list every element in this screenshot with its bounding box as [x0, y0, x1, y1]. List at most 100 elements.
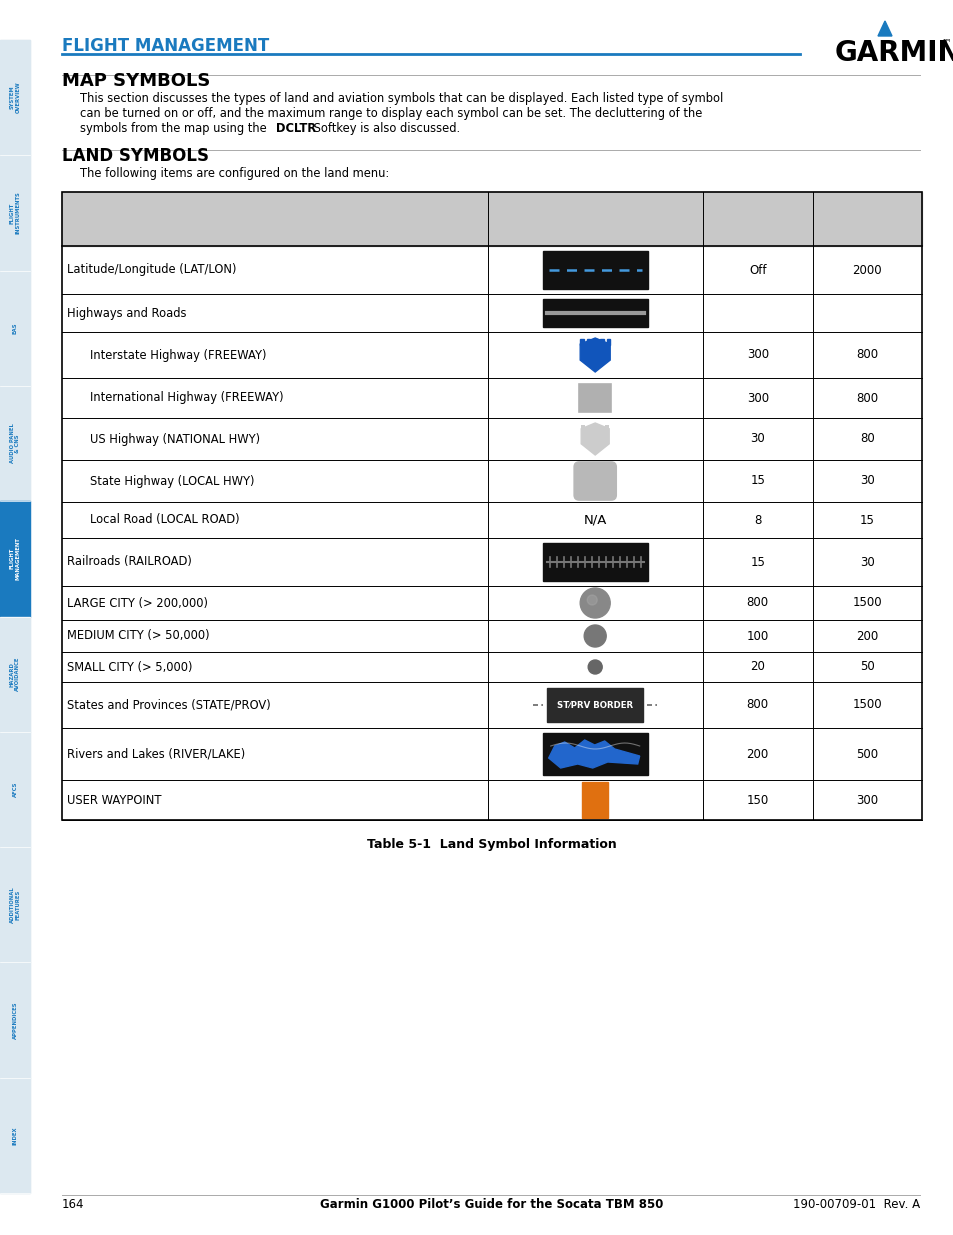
- Text: The following items are configured on the land menu:: The following items are configured on th…: [80, 167, 389, 180]
- Text: FLIGHT
INSTRUMENTS: FLIGHT INSTRUMENTS: [10, 191, 20, 235]
- Text: 2000: 2000: [852, 263, 882, 277]
- Bar: [62, 191, 921, 246]
- Text: LAND SYMBOLS: LAND SYMBOLS: [62, 147, 209, 165]
- Bar: [578, 384, 611, 412]
- Text: International Highway (FREEWAY): International Highway (FREEWAY): [90, 391, 283, 405]
- Text: ADDITIONAL
FEATURES: ADDITIONAL FEATURES: [10, 887, 20, 923]
- Text: SMALL CITY (> 5,000): SMALL CITY (> 5,000): [67, 661, 193, 673]
- Text: 300: 300: [746, 391, 768, 405]
- Bar: [0, 962, 30, 1078]
- Bar: [542, 299, 647, 327]
- Text: Land Symbols: Land Symbols: [67, 196, 156, 206]
- Bar: [581, 782, 608, 818]
- Text: Rivers and Lakes (RIVER/LAKE): Rivers and Lakes (RIVER/LAKE): [67, 747, 245, 761]
- Text: EAS: EAS: [12, 322, 17, 333]
- Bar: [593, 340, 597, 345]
- Text: Off: Off: [748, 263, 765, 277]
- Text: 8: 8: [753, 514, 760, 526]
- Text: 200: 200: [856, 630, 878, 642]
- Bar: [606, 340, 610, 345]
- Bar: [542, 251, 647, 289]
- Text: Maximum: Maximum: [836, 203, 898, 212]
- Polygon shape: [579, 338, 610, 372]
- Text: 800: 800: [746, 699, 768, 711]
- Text: 800: 800: [746, 597, 768, 610]
- Bar: [542, 543, 647, 580]
- Text: (Text label size can be None, Small,  Medium (Med), or Large: (Text label size can be None, Small, Med…: [67, 207, 371, 219]
- Text: 800: 800: [856, 348, 878, 362]
- Text: Latitude/Longitude (LAT/LON): Latitude/Longitude (LAT/LON): [67, 263, 236, 277]
- Text: 30: 30: [859, 474, 874, 488]
- Text: AUDIO PANEL
& CNS: AUDIO PANEL & CNS: [10, 424, 20, 463]
- Circle shape: [579, 588, 610, 618]
- Text: AFCS: AFCS: [12, 782, 17, 797]
- Text: 100: 100: [746, 630, 768, 642]
- Bar: [0, 385, 30, 501]
- Bar: [589, 425, 593, 430]
- Text: Symbol: Symbol: [571, 210, 618, 220]
- Text: LARGE CITY (> 200,000): LARGE CITY (> 200,000): [67, 597, 208, 610]
- Text: 190-00709-01  Rev. A: 190-00709-01 Rev. A: [792, 1198, 919, 1212]
- Text: Garmin G1000 Pilot’s Guide for the Socata TBM 850: Garmin G1000 Pilot’s Guide for the Socat…: [320, 1198, 663, 1212]
- Text: ST⁄PRV BORDER: ST⁄PRV BORDER: [557, 700, 633, 709]
- Bar: [0, 270, 30, 385]
- Text: GARMIN: GARMIN: [834, 40, 953, 67]
- Text: States and Provinces (STATE/PROV): States and Provinces (STATE/PROV): [67, 699, 271, 711]
- Bar: [580, 425, 584, 430]
- Text: US Highway (NATIONAL HWY): US Highway (NATIONAL HWY): [90, 432, 260, 446]
- Text: 300: 300: [856, 794, 878, 806]
- Text: 30: 30: [859, 556, 874, 568]
- Polygon shape: [548, 740, 639, 768]
- Text: Default: Default: [733, 203, 781, 212]
- Text: SYSTEM
OVERVIEW: SYSTEM OVERVIEW: [10, 82, 20, 114]
- Bar: [599, 340, 603, 345]
- Text: FLIGHT MANAGEMENT: FLIGHT MANAGEMENT: [62, 37, 269, 56]
- Text: 1500: 1500: [852, 597, 882, 610]
- Text: (Lrg): (Lrg): [67, 219, 91, 228]
- Bar: [547, 688, 642, 722]
- Text: 50: 50: [859, 661, 874, 673]
- Text: HAZARD
AVOIDANCE: HAZARD AVOIDANCE: [10, 657, 20, 692]
- Text: 15: 15: [859, 514, 874, 526]
- Bar: [542, 734, 647, 776]
- Text: FLIGHT
MANAGEMENT: FLIGHT MANAGEMENT: [10, 537, 20, 580]
- Text: 150: 150: [746, 794, 768, 806]
- Text: APPENDICES: APPENDICES: [12, 1002, 17, 1039]
- Text: Range (nm): Range (nm): [829, 214, 904, 224]
- Bar: [597, 425, 600, 430]
- Text: MAP SYMBOLS: MAP SYMBOLS: [62, 72, 211, 90]
- Text: can be turned on or off, and the maximum range to display each symbol can be set: can be turned on or off, and the maximum…: [80, 107, 701, 120]
- Bar: [586, 340, 590, 345]
- Bar: [0, 847, 30, 962]
- Text: MEDIUM CITY (> 50,000): MEDIUM CITY (> 50,000): [67, 630, 210, 642]
- Text: State Highway (LOCAL HWY): State Highway (LOCAL HWY): [90, 474, 254, 488]
- Text: 15: 15: [749, 556, 764, 568]
- Text: USER WAYPOINT: USER WAYPOINT: [67, 794, 161, 806]
- Text: This section discusses the types of land and aviation symbols that can be displa: This section discusses the types of land…: [80, 91, 722, 105]
- Text: 1500: 1500: [852, 699, 882, 711]
- Bar: [0, 40, 30, 156]
- Text: Local Road (LOCAL ROAD): Local Road (LOCAL ROAD): [90, 514, 239, 526]
- Text: ™: ™: [941, 37, 951, 47]
- Text: INDEX: INDEX: [12, 1126, 17, 1145]
- Bar: [0, 501, 30, 616]
- Bar: [579, 340, 583, 345]
- Text: Interstate Highway (FREEWAY): Interstate Highway (FREEWAY): [90, 348, 266, 362]
- Text: DCLTR: DCLTR: [275, 122, 315, 135]
- Bar: [604, 425, 609, 430]
- Text: Railroads (RAILROAD): Railroads (RAILROAD): [67, 556, 192, 568]
- Text: 15: 15: [749, 474, 764, 488]
- Bar: [0, 1078, 30, 1193]
- Text: 500: 500: [856, 747, 878, 761]
- Text: 200: 200: [746, 747, 768, 761]
- Text: 30: 30: [750, 432, 764, 446]
- Bar: [0, 156, 30, 270]
- Text: 800: 800: [856, 391, 878, 405]
- Text: symbols from the map using the: symbols from the map using the: [80, 122, 270, 135]
- Text: 80: 80: [859, 432, 874, 446]
- Circle shape: [583, 625, 605, 647]
- Bar: [0, 40, 30, 1193]
- Text: 20: 20: [749, 661, 764, 673]
- Text: Highways and Roads: Highways and Roads: [67, 306, 186, 320]
- Bar: [0, 616, 30, 732]
